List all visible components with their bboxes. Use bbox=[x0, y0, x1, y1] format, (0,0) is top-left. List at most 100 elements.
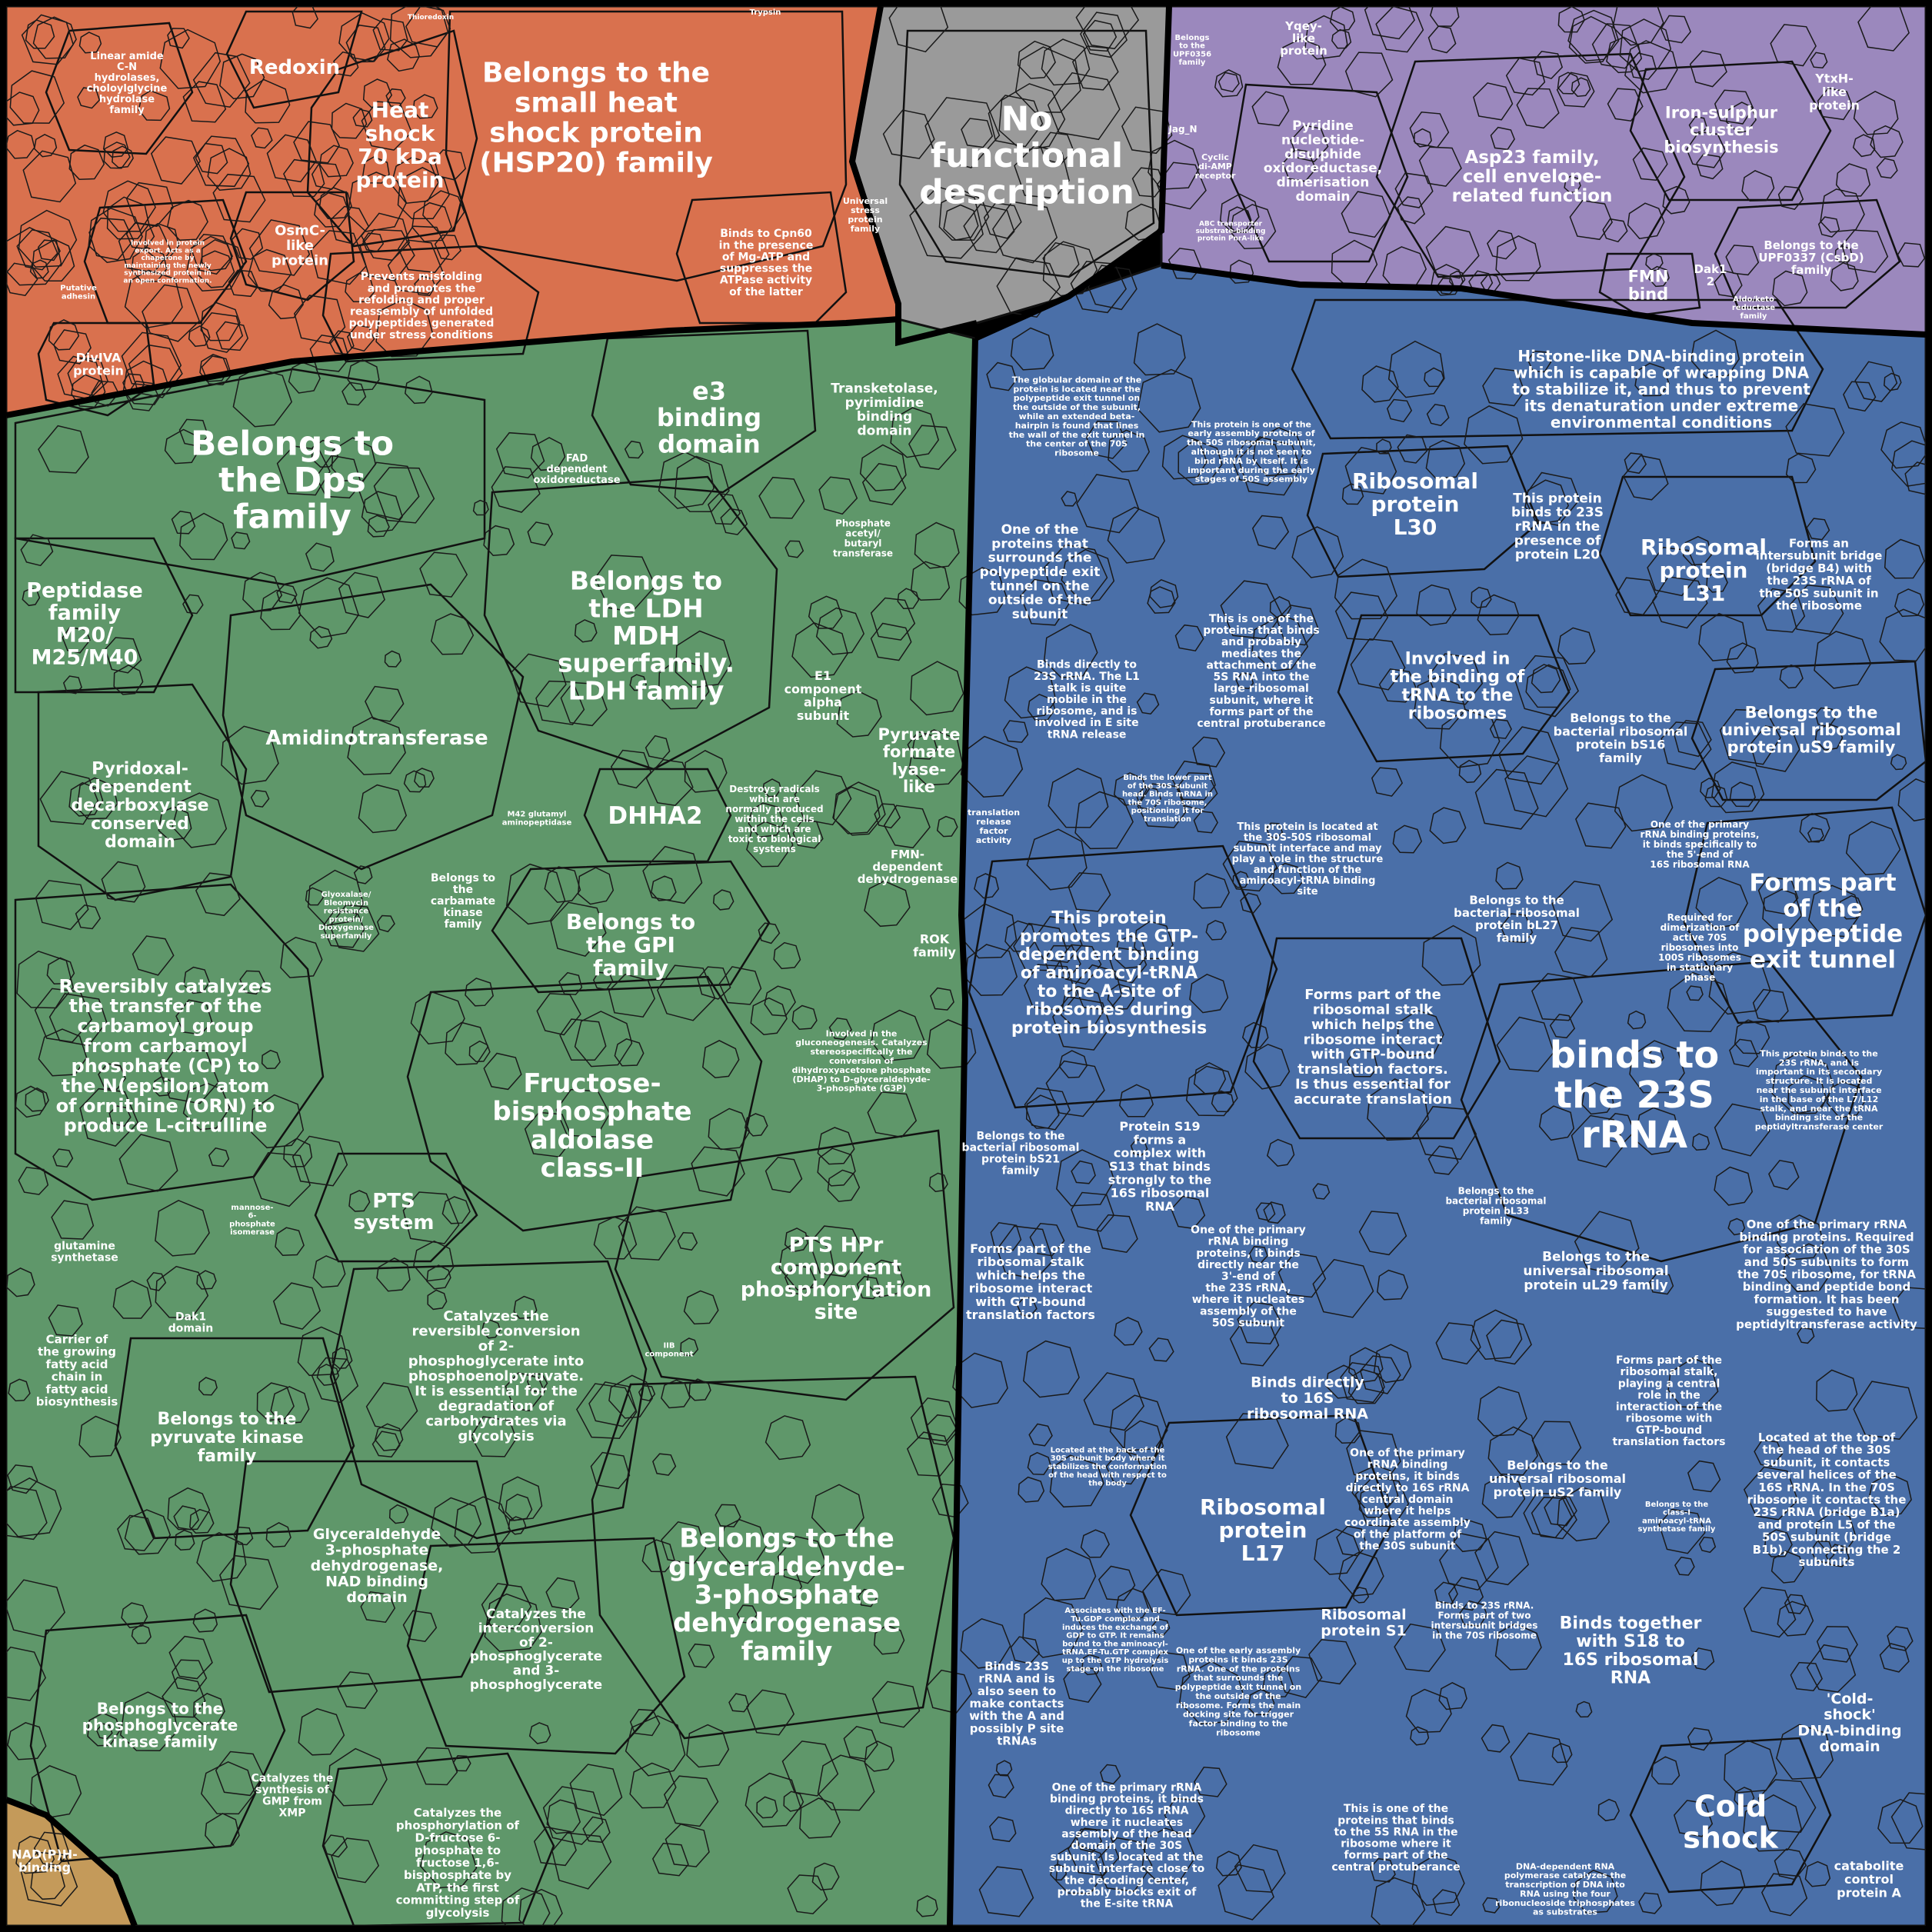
tiny-cell[interactable] bbox=[1107, 983, 1135, 1010]
tiny-cell[interactable] bbox=[783, 1790, 804, 1812]
tiny-cell[interactable] bbox=[337, 1671, 378, 1709]
tiny-cell[interactable] bbox=[1757, 877, 1799, 915]
tiny-cell[interactable] bbox=[1124, 1420, 1164, 1461]
tiny-cell[interactable] bbox=[608, 973, 656, 1018]
tiny-cell[interactable] bbox=[1853, 1381, 1918, 1440]
tiny-cell[interactable] bbox=[1229, 259, 1254, 284]
tiny-cell[interactable] bbox=[251, 1094, 305, 1149]
tiny-cell[interactable] bbox=[697, 966, 731, 1000]
tiny-cell[interactable] bbox=[1868, 1472, 1912, 1517]
tiny-cell[interactable] bbox=[358, 784, 408, 834]
tiny-cell[interactable] bbox=[1028, 1423, 1053, 1447]
tiny-cell[interactable] bbox=[484, 1593, 542, 1652]
tiny-cell[interactable] bbox=[588, 1381, 637, 1427]
tiny-cell[interactable] bbox=[1622, 455, 1669, 501]
tiny-cell[interactable] bbox=[614, 1038, 645, 1067]
tiny-cell[interactable] bbox=[1041, 1547, 1097, 1601]
tiny-cell[interactable] bbox=[1094, 1837, 1153, 1892]
tiny-cell[interactable] bbox=[1136, 786, 1162, 811]
tiny-cell[interactable] bbox=[1470, 1309, 1523, 1360]
tiny-cell[interactable] bbox=[1602, 218, 1628, 243]
tiny-cell[interactable] bbox=[677, 1231, 698, 1251]
tiny-cell[interactable] bbox=[1071, 45, 1119, 91]
tiny-cell[interactable] bbox=[118, 1134, 178, 1192]
tiny-cell[interactable] bbox=[159, 28, 222, 89]
tiny-cell[interactable] bbox=[1083, 1372, 1144, 1431]
cell-iron-sulphur[interactable] bbox=[1629, 60, 1832, 202]
tiny-cell[interactable] bbox=[608, 1374, 654, 1419]
tiny-cell[interactable] bbox=[215, 1750, 265, 1797]
tiny-cell[interactable] bbox=[1835, 163, 1871, 197]
tiny-cell[interactable] bbox=[1262, 1667, 1294, 1697]
tiny-cell[interactable] bbox=[1557, 5, 1585, 33]
tiny-cell[interactable] bbox=[1290, 125, 1329, 162]
tiny-cell[interactable] bbox=[1377, 1269, 1409, 1301]
tiny-cell[interactable] bbox=[207, 148, 251, 191]
tiny-cell[interactable] bbox=[1255, 1202, 1276, 1221]
tiny-cell[interactable] bbox=[1063, 1667, 1102, 1704]
tiny-cell[interactable] bbox=[576, 1383, 638, 1439]
cell-e3[interactable] bbox=[591, 329, 817, 494]
tiny-cell[interactable] bbox=[513, 1295, 538, 1319]
tiny-cell[interactable] bbox=[1205, 920, 1227, 941]
tiny-cell[interactable] bbox=[1217, 72, 1240, 93]
tiny-cell[interactable] bbox=[827, 1169, 861, 1202]
tiny-cell[interactable] bbox=[333, 51, 359, 77]
tiny-cell[interactable] bbox=[221, 725, 279, 785]
tiny-cell[interactable] bbox=[1056, 1149, 1115, 1207]
tiny-cell[interactable] bbox=[1549, 1014, 1576, 1039]
tiny-cell[interactable] bbox=[629, 674, 648, 691]
tiny-cell[interactable] bbox=[1185, 1065, 1238, 1117]
tiny-cell[interactable] bbox=[198, 1377, 218, 1396]
tiny-cell[interactable] bbox=[1890, 1792, 1932, 1851]
tiny-cell[interactable] bbox=[843, 1725, 878, 1760]
tiny-cell[interactable] bbox=[1055, 1843, 1107, 1894]
tiny-cell[interactable] bbox=[384, 650, 402, 668]
tiny-cell[interactable] bbox=[1024, 1087, 1071, 1131]
tiny-cell[interactable] bbox=[315, 455, 362, 499]
tiny-cell[interactable] bbox=[305, 887, 324, 906]
tiny-cell[interactable] bbox=[1569, 199, 1613, 241]
tiny-cell[interactable] bbox=[1266, 1138, 1295, 1167]
tiny-cell[interactable] bbox=[1662, 185, 1690, 215]
tiny-cell[interactable] bbox=[530, 437, 566, 471]
tiny-cell[interactable] bbox=[746, 821, 794, 868]
tiny-cell[interactable] bbox=[811, 1862, 840, 1890]
tiny-cell[interactable] bbox=[22, 588, 41, 607]
tiny-cell[interactable] bbox=[684, 750, 728, 793]
tiny-cell[interactable] bbox=[1232, 871, 1251, 888]
tiny-cell[interactable] bbox=[1151, 1618, 1171, 1637]
tiny-cell[interactable] bbox=[1227, 206, 1252, 232]
tiny-cell[interactable] bbox=[718, 1518, 768, 1567]
tiny-cell[interactable] bbox=[1004, 666, 1057, 719]
tiny-cell[interactable] bbox=[1486, 1319, 1532, 1365]
tiny-cell[interactable] bbox=[1814, 631, 1872, 689]
tiny-cell[interactable] bbox=[1049, 1454, 1104, 1508]
tiny-cell[interactable] bbox=[1431, 264, 1464, 296]
tiny-cell[interactable] bbox=[756, 1796, 778, 1819]
tiny-cell[interactable] bbox=[345, 24, 386, 62]
tiny-cell[interactable] bbox=[1148, 1651, 1191, 1690]
tiny-cell[interactable] bbox=[1533, 50, 1564, 80]
tiny-cell[interactable] bbox=[1334, 558, 1397, 620]
tiny-cell[interactable] bbox=[1148, 1337, 1174, 1362]
tiny-cell[interactable] bbox=[1557, 627, 1596, 665]
tiny-cell[interactable] bbox=[882, 109, 935, 159]
tiny-cell[interactable] bbox=[1116, 1587, 1149, 1621]
tiny-cell[interactable] bbox=[750, 997, 788, 1035]
tiny-cell[interactable] bbox=[367, 515, 390, 538]
tiny-cell[interactable] bbox=[1458, 1600, 1488, 1627]
tiny-cell[interactable] bbox=[1897, 242, 1926, 268]
tiny-cell[interactable] bbox=[590, 1451, 631, 1490]
tiny-cell[interactable] bbox=[688, 1378, 711, 1401]
tiny-cell[interactable] bbox=[1394, 172, 1434, 208]
tiny-cell[interactable] bbox=[338, 12, 390, 63]
tiny-cell[interactable] bbox=[1474, 768, 1539, 830]
tiny-cell[interactable] bbox=[762, 778, 782, 798]
tiny-cell[interactable] bbox=[1489, 718, 1512, 739]
tiny-cell[interactable] bbox=[1434, 1581, 1458, 1605]
tiny-cell[interactable] bbox=[0, 1646, 47, 1701]
tiny-cell[interactable] bbox=[708, 493, 741, 525]
tiny-cell[interactable] bbox=[345, 272, 375, 302]
tiny-cell[interactable] bbox=[1276, 605, 1319, 646]
